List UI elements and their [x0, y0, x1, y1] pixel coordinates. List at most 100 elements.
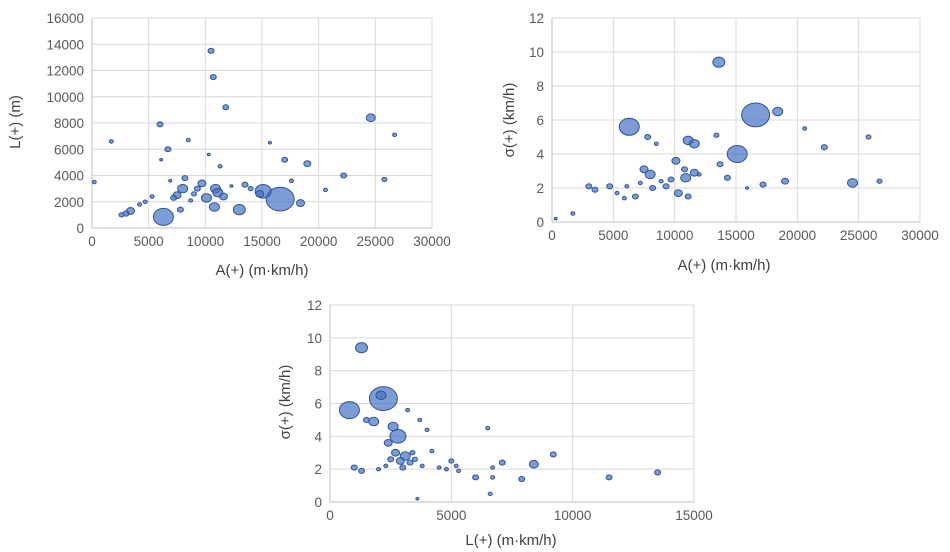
chart-a-vs-l-xtick-label: 30000 [413, 234, 451, 249]
chart-a-vs-sigma-bubble [802, 126, 808, 131]
chart-a-vs-sigma-bubble [684, 193, 692, 200]
chart-l-vs-sigma-xlabel: L(+) (m·km/h) [465, 532, 556, 549]
chart-a-vs-l-ylabel: L(+) (m) [7, 95, 24, 149]
chart-a-vs-sigma-xtick-label: 15000 [717, 228, 755, 243]
chart-a-vs-sigma-ytick-label: 4 [536, 147, 544, 162]
chart-a-vs-l-bubble [281, 156, 289, 163]
chart-a-vs-sigma-bubble [591, 186, 599, 193]
chart-a-vs-l-bubble [217, 164, 223, 169]
chart-a-vs-sigma-bubble [644, 133, 652, 141]
chart-a-vs-sigma-bubble [658, 179, 664, 184]
chart-a-vs-l-xtick-label: 0 [88, 234, 96, 249]
chart-a-vs-l-bubble [218, 192, 228, 201]
chart-l-vs-sigma-bubble [405, 407, 411, 413]
chart-a-vs-sigma-bubble [712, 56, 726, 68]
chart-l-vs-sigma-bubble [387, 456, 395, 463]
chart-a-vs-sigma-bubble [570, 211, 576, 216]
chart-a-vs-l-xtick-label: 10000 [187, 234, 225, 249]
chart-a-vs-sigma-bubble [847, 178, 859, 188]
chart-a-vs-l-bubble [267, 140, 272, 145]
chart-a-vs-l-bubble [322, 187, 328, 193]
chart-a-vs-l-bubble [296, 199, 306, 207]
chart-a-vs-l-ytick-label: 16000 [46, 11, 84, 26]
chart-l-vs-sigma-bubble [485, 425, 491, 431]
chart-l-vs-sigma-bubble [406, 459, 414, 466]
chart-l-vs-sigma-xtick-label: 0 [326, 508, 334, 523]
chart-a-vs-l-bubble [159, 157, 164, 162]
chart-a-vs-l-ytick-label: 0 [76, 221, 84, 236]
chart-a-vs-l-bubble [170, 194, 178, 201]
chart-l-vs-sigma-bubble [417, 417, 423, 423]
chart-a-vs-l-bubble [181, 175, 189, 182]
chart-l-vs-sigma-bubble [419, 463, 425, 469]
chart-a-vs-sigma-ytick-label: 12 [529, 11, 544, 26]
chart-l-vs-sigma-bubble [355, 342, 369, 354]
chart-a-vs-sigma-bubble [680, 173, 692, 183]
chart-a-vs-sigma-bubble [713, 132, 720, 138]
chart-l-vs-sigma-bubble [448, 458, 455, 464]
chart-a-vs-l-bubble [185, 137, 191, 143]
chart-a-vs-sigma-xtick-label: 20000 [779, 228, 817, 243]
chart-a-vs-l: A(+) (m·km/h) L(+) (m) 0 5000 10000 15000 20… [7, 11, 451, 279]
chart-a-vs-sigma-bubble [662, 183, 670, 190]
chart-a-vs-sigma-bubble [741, 102, 771, 128]
chart-a-vs-l-ytick-label: 4000 [54, 169, 84, 184]
chart-a-vs-sigma-ytick-label: 2 [536, 181, 544, 196]
chart-a-vs-l-bubble [381, 176, 388, 183]
chart-a-vs-l-ytick-label: 2000 [54, 195, 84, 210]
chart-a-vs-l-bubble [191, 191, 197, 197]
chart-a-vs-l-bubble [118, 212, 125, 218]
chart-a-vs-l-bubble [206, 152, 211, 157]
chart-l-vs-sigma-bubble [383, 439, 393, 447]
chart-l-vs-sigma-ytick-label: 0 [314, 495, 322, 510]
chart-a-vs-l-bubble [222, 104, 230, 111]
chart-a-vs-sigma-ytick-label: 8 [536, 79, 544, 94]
chart-l-vs-sigma-bubble [487, 491, 493, 496]
chart-a-vs-l-bubble [164, 146, 172, 153]
chart-a-vs-l-bubble [177, 183, 189, 194]
chart-a-vs-sigma-bubble [671, 156, 681, 165]
chart-l-vs-sigma-bubble [472, 474, 480, 481]
chart-a-vs-l-bubble [137, 202, 143, 207]
chart-a-vs-sigma-bubble [649, 184, 657, 192]
chart-l-vs-sigma-bubble [368, 416, 380, 427]
chart-a-vs-sigma-bubble [726, 145, 748, 163]
chart-a-vs-sigma-bubble [621, 196, 627, 201]
chart-l-vs-sigma-bubble [376, 466, 382, 472]
chart-a-vs-l-xlabel: A(+) (m·km/h) [216, 262, 309, 279]
chart-l-vs-sigma-bubble [528, 459, 539, 469]
chart-a-vs-sigma-ytick-label: 6 [536, 113, 544, 128]
chart-l-vs-sigma-bubble [443, 466, 449, 472]
chart-a-vs-l-bubble [255, 189, 265, 198]
chart-a-vs-sigma-bubble [653, 141, 659, 147]
chart-l-vs-sigma-bubble [375, 390, 387, 401]
chart-a-vs-sigma-ylabel: σ(+) (km/h) [501, 83, 518, 158]
chart-a-vs-l-bubble [168, 178, 173, 183]
chart-l-vs-sigma-ytick-label: 10 [307, 331, 322, 346]
chart-a-vs-sigma-xtick-label: 5000 [598, 228, 628, 243]
chart-a-vs-l-bubble [208, 202, 220, 212]
chart-l-vs-sigma-bubble [387, 421, 399, 432]
chart-l-vs-sigma-bubble [549, 451, 557, 458]
chart-l-vs-sigma-xtick-label: 15000 [675, 508, 713, 523]
chart-a-vs-sigma-bubble [723, 174, 731, 181]
chart-a-vs-sigma-xtick-label: 30000 [901, 228, 939, 243]
chart-l-vs-sigma-bubble [436, 465, 442, 470]
chart-a-vs-l-xtick-label: 25000 [357, 234, 395, 249]
chart-a-vs-l-bubble [108, 139, 114, 144]
chart-a-vs-sigma-bubble [688, 139, 700, 149]
chart-a-vs-l-bubble [392, 132, 398, 138]
chart-a-vs-sigma-bubble [820, 144, 828, 151]
chart-l-vs-sigma-bubble [490, 465, 496, 470]
chart-a-vs-l-bubble [152, 207, 174, 226]
chart-a-vs-sigma-xlabel: A(+) (m·km/h) [678, 257, 771, 274]
chart-a-vs-sigma-xtick-label: 0 [548, 228, 556, 243]
chart-l-vs-sigma-bubble [605, 474, 613, 481]
chart-a-vs-sigma-bubble [553, 216, 558, 221]
chart-l-vs-sigma-ylabel: σ(+) (km/h) [277, 365, 294, 440]
chart-l-vs-sigma-bubble [395, 457, 405, 465]
chart-a-vs-l-ytick-label: 8000 [54, 116, 84, 131]
chart-a-vs-l-bubble [156, 121, 164, 128]
chart-a-vs-l-bubble [288, 178, 294, 183]
chart-a-vs-l-ytick-label: 14000 [46, 37, 84, 52]
